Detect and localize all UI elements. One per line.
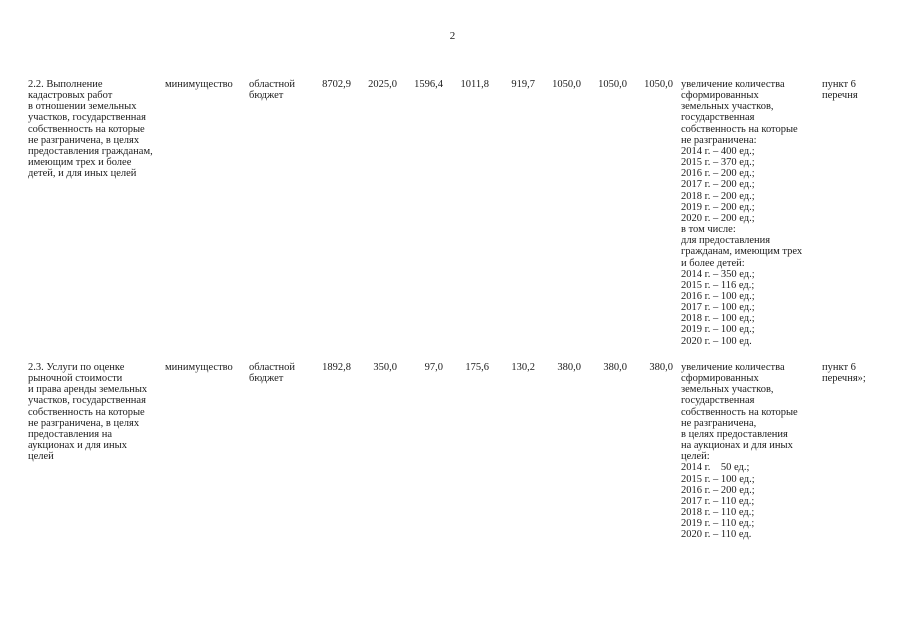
funding-source-cell: областной бюджет <box>249 79 295 102</box>
amount-2018-cell: 380,0 <box>557 362 581 373</box>
amount-2016-cell: 1011,8 <box>460 79 490 90</box>
expected-result-cell: увеличение количества сформированных зем… <box>681 362 798 541</box>
amount-2019-cell: 1050,0 <box>598 79 627 90</box>
reference-cell: пункт 6 перечня»; <box>822 362 866 385</box>
executor-cell: минимущество <box>165 362 233 373</box>
amount-2016-cell: 175,6 <box>465 362 489 373</box>
amount-2015-cell: 97,0 <box>424 362 443 373</box>
amount-2020-cell: 380,0 <box>649 362 673 373</box>
reference-cell: пункт 6 перечня <box>822 79 858 102</box>
amount-2019-cell: 380,0 <box>603 362 627 373</box>
amount-total-cell: 8702,9 <box>322 79 351 90</box>
executor-cell: минимущество <box>165 79 233 90</box>
amount-2020-cell: 1050,0 <box>644 79 673 90</box>
expected-result-cell: увеличение количества сформированных зем… <box>681 79 803 347</box>
amount-2017-cell: 130,2 <box>511 362 535 373</box>
funding-source-cell: областной бюджет <box>249 362 295 385</box>
amount-2017-cell: 919,7 <box>511 79 535 90</box>
amount-2018-cell: 1050,0 <box>552 79 581 90</box>
amount-2014-cell: 2025,0 <box>368 79 397 90</box>
table-row-2-3: 2.3. Услуги по оценке рыночной стоимости… <box>28 362 902 541</box>
table-row-2-2: 2.2. Выполнение кадастровых работ в отно… <box>28 79 902 347</box>
amount-2014-cell: 350,0 <box>373 362 397 373</box>
amount-2015-cell: 1596,4 <box>414 79 443 90</box>
activity-cell: 2.3. Услуги по оценке рыночной стоимости… <box>28 362 148 463</box>
amount-total-cell: 1892,8 <box>322 362 351 373</box>
page-number: 2 <box>449 30 456 42</box>
activity-cell: 2.2. Выполнение кадастровых работ в отно… <box>28 79 153 180</box>
